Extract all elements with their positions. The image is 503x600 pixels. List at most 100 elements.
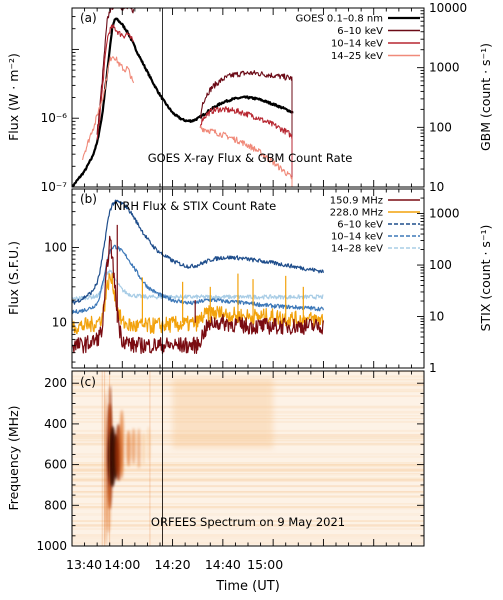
legend-label: 10–14 keV (331, 39, 383, 50)
heatmap-striation (72, 476, 424, 479)
heatmap-striation (72, 452, 424, 456)
heatmap-striation (72, 524, 424, 526)
x-tick-label: 13:40 (66, 557, 102, 572)
panel-b-annotation: NRH Flux & STIX Count Rate (114, 199, 277, 213)
panel-b-ylabel-left: Flux (S.F.U.) (6, 241, 21, 315)
x-axis: 13:40 14:00 14:20 14:40 15:00 (66, 8, 425, 572)
heatmap-burst (126, 430, 131, 467)
x-axis-label: Time (UT) (215, 579, 280, 594)
heatmap-striation (72, 505, 424, 508)
legend-label: 10–14 keV (331, 232, 383, 243)
heatmap-striation (72, 512, 424, 516)
heatmap-burst (108, 385, 112, 435)
panel-a-axes: 10⁻⁷ 10⁻⁶ 10 100 1000 10000 (41, 1, 468, 194)
x-tick-label: 14:40 (205, 557, 241, 572)
heatmap-diffuse (172, 379, 274, 449)
panel-a-series (72, 8, 294, 187)
panel-b-axes: 10 100 1 10 100 1000 (44, 188, 460, 375)
heatmap-striation (72, 462, 424, 464)
panel-a: 10⁻⁷ 10⁻⁶ 10 100 1000 10000 (a) GOES X-ray Fl… (6, 1, 493, 194)
panel-b-line-6-10-kev (72, 199, 324, 305)
panel-b-line-150-9-mhz (72, 235, 324, 355)
y-tick-label: 1000 (429, 61, 460, 75)
x-tick-label: 14:00 (104, 557, 140, 572)
heatmap-striation (72, 463, 424, 466)
panel-a-line-6-10-kev-late (199, 70, 293, 118)
y-tick-label: 1 (429, 361, 437, 375)
legend-label: 228.0 MHz (330, 208, 383, 219)
y-tick-label: 10000 (429, 1, 467, 15)
heatmap-striation (72, 485, 424, 488)
heatmap-striation (72, 539, 424, 542)
heatmap-striation (72, 485, 424, 487)
heatmap-striation (72, 503, 424, 505)
heatmap-striation (72, 534, 424, 537)
panel-c-annotation: ORFEES Spectrum on 9 May 2021 (151, 515, 345, 529)
heatmap-burst (119, 409, 125, 479)
panel-a-line-14-25-kev (81, 56, 135, 160)
y-tick-label: 100 (429, 258, 452, 272)
heatmap-striation (72, 463, 424, 467)
heatmap-burst (142, 432, 146, 465)
y-tick-label: 1000 (429, 207, 460, 221)
legend-label: 6–10 keV (337, 220, 383, 231)
heatmap-striation (72, 536, 424, 540)
heatmap-striation (72, 495, 424, 497)
heatmap-striation (72, 478, 424, 481)
legend-label: 14–28 keV (331, 244, 383, 255)
panel-c-label: (c) (80, 375, 96, 389)
heatmap-burst (131, 427, 136, 465)
y-tick-label: 10 (52, 316, 67, 330)
panel-b-series (72, 199, 324, 355)
panel-a-ylabel-right: GBM (count · s⁻¹) (478, 43, 493, 151)
panel-b-line-10-14-kev (72, 244, 324, 315)
legend-label: 14–25 keV (331, 51, 383, 62)
heatmap-striation (72, 520, 424, 523)
heatmap-striation (72, 490, 424, 494)
panel-c-axes: 200 400 600 800 1000 (36, 376, 424, 553)
heatmap-striation (72, 465, 424, 467)
heatmap-striation (72, 467, 424, 470)
y-tick-label: 600 (44, 458, 67, 472)
panel-b-label: (b) (80, 192, 97, 206)
panel-a-annotation: GOES X-ray Flux & GBM Count Rate (148, 151, 353, 165)
y-tick-label: 400 (44, 417, 67, 431)
y-tick-label: 100 (44, 241, 67, 255)
y-tick-label: 10 (429, 310, 444, 324)
heatmap-striation (72, 472, 424, 475)
heatmap-striation (72, 375, 424, 378)
y-tick-label: 10 (429, 180, 444, 194)
y-tick-label: 100 (429, 120, 452, 134)
heatmap-striation (72, 523, 424, 527)
heatmap-striation (72, 527, 424, 530)
heatmap-striation (72, 520, 424, 523)
y-tick-label: 10⁻⁷ (41, 180, 68, 194)
panel-a-ylabel-left: Flux (W · m⁻²) (6, 53, 21, 141)
heatmap-striation (72, 479, 424, 482)
heatmap-striation (72, 506, 424, 510)
heatmap-striation (72, 468, 424, 471)
heatmap-burst (146, 425, 151, 463)
heatmap-striation (72, 469, 424, 472)
x-tick-label: 15:00 (247, 557, 283, 572)
panel-a-line-goes-0-1-0-8-nm (72, 17, 294, 187)
y-tick-label: 1000 (36, 539, 67, 553)
panel-b: 10 100 1 10 100 1000 (b) NRH Flux & STIX Coun… (6, 188, 493, 375)
legend-label: 150.9 MHz (330, 196, 383, 207)
panel-a-line-14-25-kev-late (199, 125, 293, 180)
heatmap-striation (72, 506, 424, 509)
panel-b-ylabel-right: STIX (count · s⁻¹) (478, 225, 493, 332)
y-tick-label: 800 (44, 498, 67, 512)
y-tick-label: 10⁻⁶ (41, 111, 68, 125)
heatmap-burst (106, 484, 111, 534)
y-tick-label: 200 (44, 376, 67, 390)
heatmap-striation (72, 495, 424, 498)
heatmap-striation (72, 473, 424, 476)
panel-c: 200 400 600 800 1000 (c) ORFEES Spectrum on … (6, 370, 425, 553)
legend-label: 6–10 keV (337, 26, 383, 37)
heatmap-striation (72, 455, 424, 458)
heatmap-striation (72, 469, 424, 472)
